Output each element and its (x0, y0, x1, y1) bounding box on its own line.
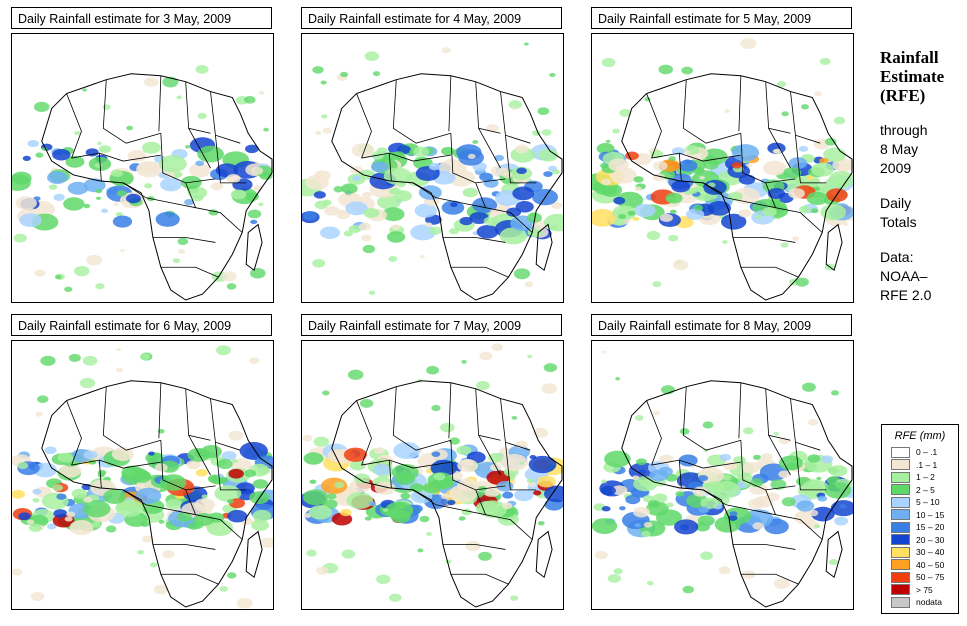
map-panel-3: Daily Rainfall estimate for 5 May, 2009 (591, 7, 854, 303)
rainfall-map (301, 340, 564, 610)
legend-item: nodata (882, 596, 958, 609)
legend-label: 10 – 15 (916, 509, 945, 520)
panel-title: Daily Rainfall estimate for 4 May, 2009 (301, 7, 562, 29)
legend-label: 40 – 50 (916, 559, 945, 570)
legend-item: .1 – 1 (882, 459, 958, 472)
data-source-label: Data: (880, 249, 914, 265)
legend-item: > 75 (882, 584, 958, 597)
through-label: through (880, 122, 928, 138)
legend-item: 15 – 20 (882, 521, 958, 534)
legend-swatch (891, 584, 910, 596)
legend-swatch (891, 521, 910, 533)
legend-label: 1 – 2 (916, 472, 935, 483)
map-panel-5: Daily Rainfall estimate for 7 May, 2009 (301, 314, 564, 610)
panel-title: Daily Rainfall estimate for 5 May, 2009 (591, 7, 852, 29)
rainfall-map (301, 33, 564, 303)
rainfall-map (11, 33, 274, 303)
side-title-line-3: (RFE) (880, 86, 926, 105)
map-panel-1: Daily Rainfall estimate for 3 May, 2009 (11, 7, 274, 303)
map-panel-2: Daily Rainfall estimate for 4 May, 2009 (301, 7, 564, 303)
legend-swatch (891, 534, 910, 546)
rainfall-map (591, 340, 854, 610)
totals-label: Totals (880, 214, 917, 230)
panel-title: Daily Rainfall estimate for 7 May, 2009 (301, 314, 562, 336)
legend-title: RFE (mm) (894, 430, 946, 442)
legend-swatch (891, 471, 910, 483)
map-panel-4: Daily Rainfall estimate for 6 May, 2009 (11, 314, 274, 610)
legend-item: 30 – 40 (882, 546, 958, 559)
info-column: Rainfall Estimate (RFE) through 8 May 20… (880, 48, 965, 305)
legend-swatch (891, 496, 910, 508)
legend-item: 40 – 50 (882, 559, 958, 572)
legend-item: 5 – 10 (882, 496, 958, 509)
legend-label: 2 – 5 (916, 484, 935, 495)
daily-label: Daily (880, 195, 912, 211)
rainfall-map (11, 340, 274, 610)
side-title-line-2: Estimate (880, 67, 945, 86)
legend-item: 0 – .1 (882, 446, 958, 459)
panel-title: Daily Rainfall estimate for 3 May, 2009 (11, 7, 272, 29)
legend-swatch (891, 596, 910, 608)
legend-item: 2 – 5 (882, 484, 958, 497)
end-date-line-1: 8 May (880, 141, 919, 157)
panel-title: Daily Rainfall estimate for 6 May, 2009 (11, 314, 272, 336)
legend-label: > 75 (916, 584, 933, 595)
legend-item: 50 – 75 (882, 571, 958, 584)
legend-swatch (891, 571, 910, 583)
legend-item: 10 – 15 (882, 509, 958, 522)
data-source-line-2: RFE 2.0 (880, 287, 932, 303)
rainfall-map (591, 33, 854, 303)
legend-item: 1 – 2 (882, 471, 958, 484)
legend-swatch (891, 446, 910, 458)
legend-swatch (891, 546, 910, 558)
legend-label: 50 – 75 (916, 572, 945, 583)
legend-swatch (891, 459, 910, 471)
legend-label: 0 – .1 (916, 447, 938, 458)
legend-swatch (891, 484, 910, 496)
legend-label: .1 – 1 (916, 459, 938, 470)
map-panel-6: Daily Rainfall estimate for 8 May, 2009 (591, 314, 854, 610)
legend-label: 15 – 20 (916, 522, 945, 533)
legend-label: 30 – 40 (916, 547, 945, 558)
legend-swatch (891, 509, 910, 521)
data-source-line-1: NOAA– (880, 268, 928, 284)
legend-label: 5 – 10 (916, 497, 940, 508)
panel-title: Daily Rainfall estimate for 8 May, 2009 (591, 314, 852, 336)
legend-item: 20 – 30 (882, 534, 958, 547)
legend-label: nodata (916, 597, 942, 608)
end-date-line-2: 2009 (880, 160, 912, 176)
legend-label: 20 – 30 (916, 534, 945, 545)
side-title-line-1: Rainfall (880, 48, 939, 67)
legend-swatch (891, 559, 910, 571)
